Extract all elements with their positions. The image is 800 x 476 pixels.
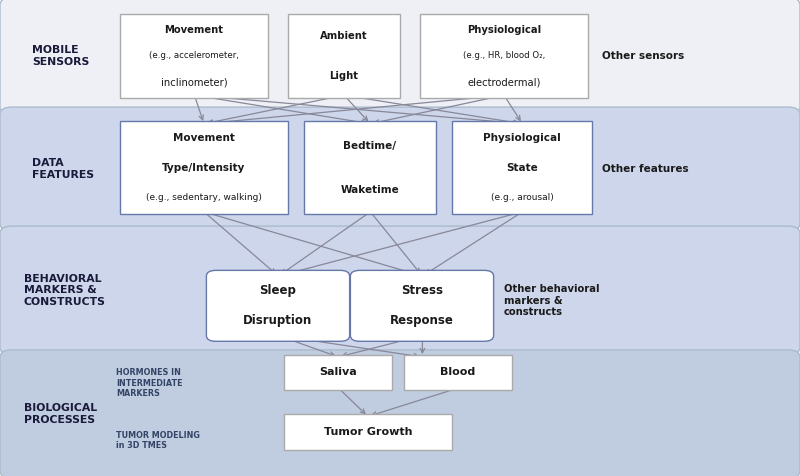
Text: Other sensors: Other sensors bbox=[602, 51, 685, 61]
Text: DATA
FEATURES: DATA FEATURES bbox=[32, 158, 94, 180]
Text: BEHAVIORAL
MARKERS &
CONSTRUCTS: BEHAVIORAL MARKERS & CONSTRUCTS bbox=[24, 274, 106, 307]
FancyBboxPatch shape bbox=[420, 14, 588, 98]
FancyBboxPatch shape bbox=[452, 121, 592, 214]
FancyBboxPatch shape bbox=[0, 107, 800, 231]
Text: (e.g., HR, blood O₂,: (e.g., HR, blood O₂, bbox=[463, 51, 545, 60]
Text: Sleep: Sleep bbox=[259, 285, 297, 298]
Text: (e.g., arousal): (e.g., arousal) bbox=[490, 193, 554, 202]
Text: electrodermal): electrodermal) bbox=[467, 77, 541, 87]
Text: Stress: Stress bbox=[401, 285, 443, 298]
Text: Physiological: Physiological bbox=[483, 133, 561, 143]
Text: Tumor Growth: Tumor Growth bbox=[324, 427, 412, 437]
Text: Ambient: Ambient bbox=[320, 31, 368, 41]
Text: Bedtime/: Bedtime/ bbox=[343, 141, 397, 151]
FancyBboxPatch shape bbox=[0, 350, 800, 476]
FancyBboxPatch shape bbox=[0, 0, 800, 114]
Text: Type/Intensity: Type/Intensity bbox=[162, 163, 246, 173]
Text: Movement: Movement bbox=[173, 133, 235, 143]
Text: TUMOR MODELING
in 3D TMES: TUMOR MODELING in 3D TMES bbox=[116, 431, 200, 450]
FancyBboxPatch shape bbox=[120, 14, 268, 98]
Text: Physiological: Physiological bbox=[467, 25, 541, 35]
Text: Blood: Blood bbox=[440, 367, 476, 377]
Text: Movement: Movement bbox=[165, 25, 223, 35]
FancyBboxPatch shape bbox=[284, 414, 452, 450]
Text: (e.g., sedentary, walking): (e.g., sedentary, walking) bbox=[146, 193, 262, 202]
Text: inclinometer): inclinometer) bbox=[161, 77, 227, 87]
Text: Response: Response bbox=[390, 314, 454, 327]
FancyBboxPatch shape bbox=[284, 355, 392, 390]
Text: Light: Light bbox=[330, 70, 358, 80]
FancyBboxPatch shape bbox=[120, 121, 288, 214]
Text: Other behavioral
markers &
constructs: Other behavioral markers & constructs bbox=[504, 284, 599, 317]
Text: Saliva: Saliva bbox=[319, 367, 357, 377]
Text: MOBILE
SENSORS: MOBILE SENSORS bbox=[32, 45, 90, 67]
Text: HORMONES IN
INTERMEDIATE
MARKERS: HORMONES IN INTERMEDIATE MARKERS bbox=[116, 368, 182, 398]
Text: BIOLOGICAL
PROCESSES: BIOLOGICAL PROCESSES bbox=[24, 403, 97, 425]
Text: Disruption: Disruption bbox=[243, 314, 313, 327]
FancyBboxPatch shape bbox=[288, 14, 400, 98]
FancyBboxPatch shape bbox=[304, 121, 436, 214]
FancyBboxPatch shape bbox=[404, 355, 512, 390]
FancyBboxPatch shape bbox=[350, 270, 494, 341]
Text: State: State bbox=[506, 163, 538, 173]
Text: Other features: Other features bbox=[602, 164, 689, 174]
Text: Waketime: Waketime bbox=[341, 185, 399, 195]
Text: (e.g., accelerometer,: (e.g., accelerometer, bbox=[149, 51, 239, 60]
FancyBboxPatch shape bbox=[206, 270, 350, 341]
FancyBboxPatch shape bbox=[0, 226, 800, 355]
